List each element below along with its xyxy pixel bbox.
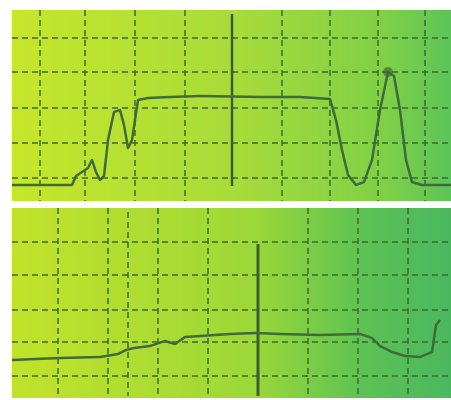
trace: [11, 319, 441, 362]
marker: [383, 67, 393, 77]
grid: [12, 208, 451, 398]
screen: [12, 208, 451, 398]
bottom-panel: [11, 208, 451, 398]
grid: [12, 10, 451, 201]
top-panel: [12, 10, 451, 201]
